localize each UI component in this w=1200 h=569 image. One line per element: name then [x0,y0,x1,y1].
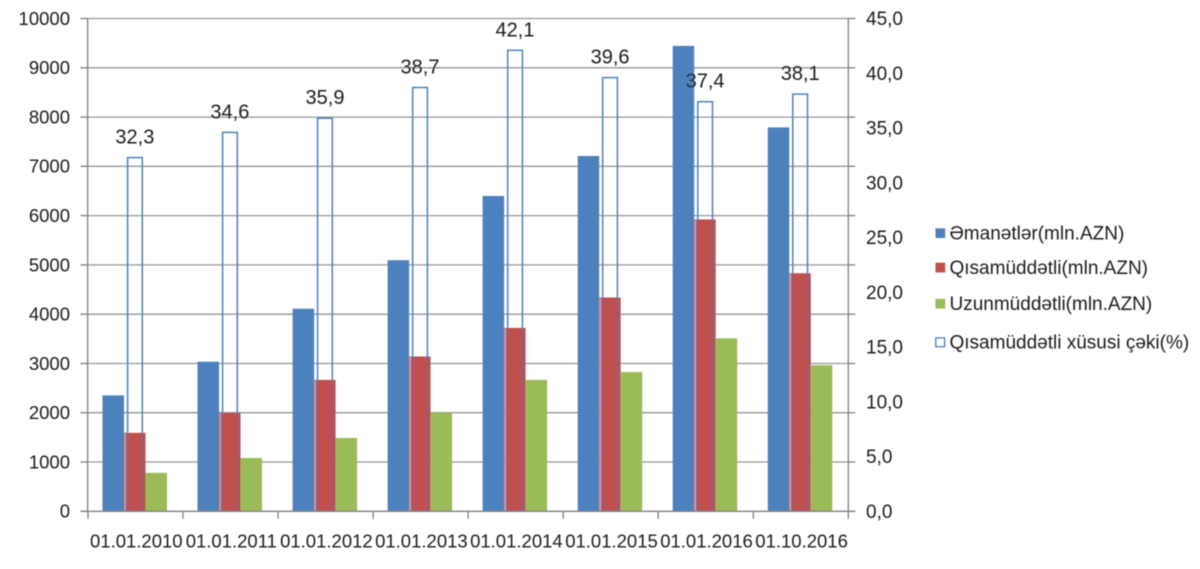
svg-text:1000: 1000 [29,451,70,472]
svg-text:37,4: 37,4 [686,71,725,93]
svg-text:38,1: 38,1 [781,63,820,85]
svg-text:39,6: 39,6 [591,47,630,69]
svg-text:25,0: 25,0 [866,228,903,249]
svg-text:8000: 8000 [29,107,70,128]
svg-text:7000: 7000 [29,156,70,177]
svg-text:5000: 5000 [29,254,70,275]
svg-text:42,1: 42,1 [496,19,535,41]
svg-text:01.01.2014: 01.01.2014 [470,530,563,551]
svg-text:9000: 9000 [29,57,70,78]
svg-text:10,0: 10,0 [866,392,903,413]
svg-text:Əmanətlər(mln.AZN): Əmanətlər(mln.AZN) [950,224,1125,245]
svg-text:01.01.2011: 01.01.2011 [186,530,277,551]
svg-text:40,0: 40,0 [866,64,903,85]
svg-text:2000: 2000 [29,402,70,423]
svg-text:01.01.2013: 01.01.2013 [375,530,468,551]
svg-text:5,0: 5,0 [866,447,892,468]
svg-text:4000: 4000 [29,304,70,325]
svg-text:34,6: 34,6 [210,101,249,123]
svg-text:Qısamüddətli(mln.AZN): Qısamüddətli(mln.AZN) [950,258,1149,279]
svg-text:01.10.2016: 01.10.2016 [755,530,848,551]
svg-text:30,0: 30,0 [866,173,903,194]
svg-text:6000: 6000 [29,205,70,226]
svg-text:35,9: 35,9 [306,87,345,109]
svg-text:Uzunmüddətli(mln.AZN): Uzunmüddətli(mln.AZN) [950,294,1153,315]
svg-text:01.01.2015: 01.01.2015 [565,530,658,551]
svg-text:3000: 3000 [29,353,70,374]
svg-text:32,3: 32,3 [115,127,154,149]
svg-text:0,0: 0,0 [866,502,892,523]
svg-text:38,7: 38,7 [401,57,440,79]
svg-text:01.01.2010: 01.01.2010 [90,530,183,551]
svg-text:10000: 10000 [19,8,70,29]
svg-text:35,0: 35,0 [866,119,903,140]
svg-text:01.01.2012: 01.01.2012 [280,530,373,551]
svg-text:20,0: 20,0 [866,283,903,304]
svg-text:0: 0 [60,501,70,522]
svg-text:15,0: 15,0 [866,338,903,359]
svg-text:Qısamüddətli xüsusi çəki(%): Qısamüddətli xüsusi çəki(%) [950,333,1190,354]
svg-text:01.01.2016: 01.01.2016 [660,530,753,551]
svg-text:45,0: 45,0 [866,9,903,30]
